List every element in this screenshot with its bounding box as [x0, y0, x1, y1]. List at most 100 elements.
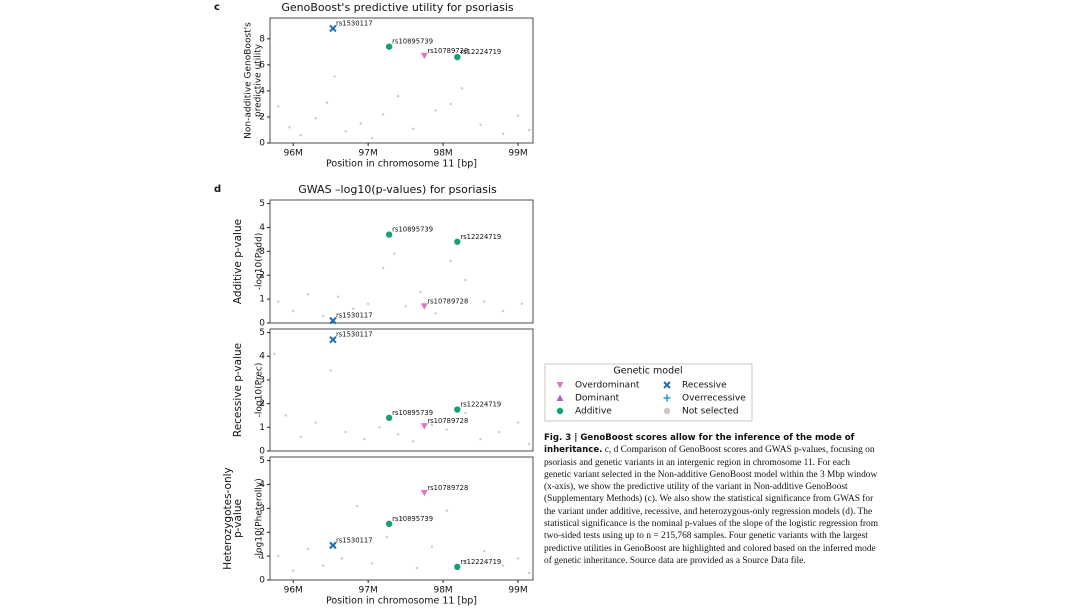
background-point	[501, 132, 505, 136]
y-tick-label: 0	[259, 576, 265, 586]
background-point	[284, 414, 287, 417]
background-point	[404, 305, 407, 308]
variant-point	[454, 563, 461, 571]
variant-point	[385, 231, 393, 238]
variant-label: rs12224719	[460, 401, 501, 409]
variant-label: rs12224719	[460, 48, 501, 56]
variant-label: rs10895739	[392, 409, 433, 417]
background-point	[288, 126, 291, 129]
legend-title: Genetic model	[613, 366, 682, 377]
row-label: p-value	[232, 499, 244, 538]
background-point	[355, 504, 359, 508]
row-label: Recessive p-value	[232, 343, 244, 437]
y-tick-label: 3	[259, 247, 265, 257]
background-point	[415, 566, 419, 570]
background-point	[378, 426, 381, 429]
caption-text: c, d Comparison of GenoBoost scores and …	[544, 445, 879, 566]
y-tick-label: 6	[259, 60, 265, 70]
y-axis-label: -log10(Padd)	[255, 233, 265, 290]
background-point	[370, 562, 374, 565]
x-axis-label: Position in chromosome 11 [bp]	[326, 596, 477, 607]
background-point	[370, 136, 374, 139]
variant-point	[385, 520, 393, 528]
background-point	[351, 307, 355, 310]
background-point	[344, 430, 347, 434]
legend-label: Additive	[575, 407, 612, 417]
background-point	[430, 423, 434, 427]
legend-marker	[556, 407, 564, 415]
background-point	[483, 550, 486, 553]
x-tick-label: 99M	[508, 149, 527, 159]
variant-point	[454, 53, 461, 61]
y-tick-label: 2	[259, 271, 265, 281]
background-point	[445, 509, 449, 512]
legend-label: Dominant	[575, 394, 620, 404]
y-tick-label: 2	[259, 399, 265, 409]
row-label: Additive p-value	[232, 219, 244, 304]
variant-label: rs10789728	[427, 297, 468, 305]
caption-title: Fig. 3 | GenoBoost scores allow for the …	[544, 433, 855, 456]
variant-point	[454, 238, 461, 245]
background-point	[292, 569, 295, 572]
y-tick-label: 5	[259, 328, 265, 338]
caption: Fig. 3 | GenoBoost scores allow for the …	[544, 432, 879, 567]
background-point	[273, 352, 276, 356]
y-axis-label: Non-additive GenoBoost's	[244, 22, 254, 139]
legend-marker	[663, 381, 671, 389]
background-point	[516, 114, 520, 117]
background-point	[528, 128, 531, 132]
legend-label: Overdominant	[575, 381, 640, 391]
background-point	[419, 290, 422, 294]
variant-label: rs1530117	[336, 312, 373, 320]
background-point	[292, 309, 295, 313]
background-point	[396, 94, 400, 98]
y-tick-label: 0	[259, 139, 265, 149]
x-tick-label: 98M	[433, 149, 452, 159]
row-label: Heterozygotes-only	[222, 467, 234, 570]
background-point	[516, 421, 520, 424]
variant-label: rs10789728	[427, 47, 468, 55]
y-tick-label: 3	[259, 375, 265, 385]
background-point	[520, 302, 523, 306]
background-point	[385, 535, 389, 539]
background-point	[516, 557, 520, 560]
background-point	[277, 554, 280, 558]
background-point	[464, 411, 467, 415]
plot-frame	[269, 456, 534, 581]
variant-label: rs10789728	[427, 484, 468, 492]
background-point	[321, 314, 325, 318]
background-point	[434, 312, 437, 315]
variant-label: rs10895739	[392, 515, 433, 523]
variant-point	[420, 52, 428, 60]
background-point	[329, 369, 332, 372]
background-point	[277, 300, 280, 303]
background-point	[396, 433, 400, 436]
background-point	[411, 440, 415, 443]
chart-title: GWAS –log10(p-values) for psoriasis	[298, 183, 497, 196]
variant-point	[454, 406, 461, 413]
y-tick-label: 4	[259, 480, 265, 490]
background-point	[411, 127, 415, 130]
y-tick-label: 0	[259, 447, 265, 457]
background-point	[314, 421, 317, 424]
background-point	[299, 133, 302, 137]
background-point	[434, 109, 437, 112]
background-point	[528, 571, 531, 575]
y-tick-label: 1	[259, 552, 265, 562]
legend-label: Recessive	[682, 381, 727, 391]
legend-marker	[663, 407, 671, 415]
variant-point	[385, 414, 393, 422]
x-axis-label: Position in chromosome 11 [bp]	[326, 159, 477, 170]
y-tick-label: 1	[259, 423, 265, 433]
background-point	[363, 437, 366, 441]
background-point	[528, 442, 531, 446]
background-point	[393, 252, 396, 255]
background-point	[400, 516, 404, 520]
y-tick-label: 4	[259, 223, 265, 233]
y-tick-label: 0	[259, 319, 265, 329]
y-axis-label: -log10(Prec)	[255, 363, 265, 418]
legend-box	[544, 363, 753, 422]
background-point	[277, 105, 280, 108]
variant-label: rs10895739	[392, 226, 433, 234]
x-tick-label: 98M	[433, 586, 452, 596]
